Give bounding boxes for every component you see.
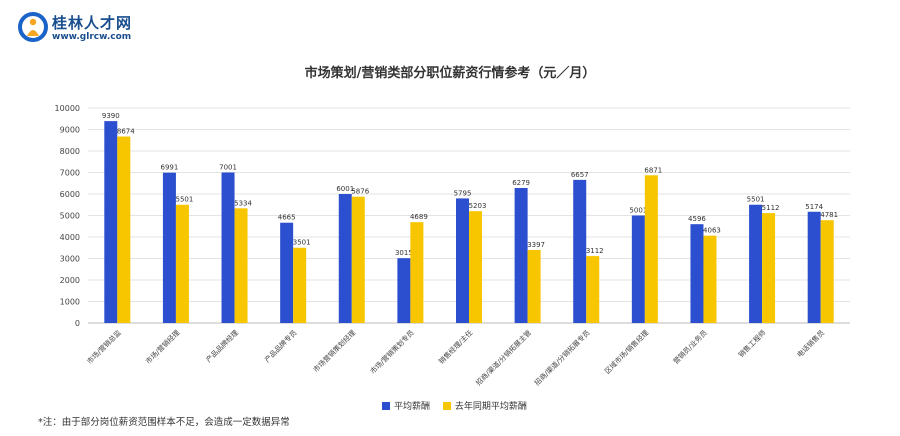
bar-current <box>280 222 294 323</box>
y-tick-label: 1000 <box>60 298 80 307</box>
x-tick-label: 招商/渠道/分销拓展主管 <box>474 328 533 387</box>
chart-title: 市场策划/营销类部分职位薪资行情参考（元／月） <box>304 66 596 81</box>
x-tick-label: 营销员/业务员 <box>671 328 709 366</box>
data-label: 5334 <box>234 199 252 207</box>
y-tick-label: 4000 <box>60 233 80 242</box>
data-label: 6991 <box>161 164 179 172</box>
bar-current <box>573 179 587 323</box>
brand-mark-icon <box>18 12 48 42</box>
brand-logo: 桂林人才网 www.glrcw.com <box>18 10 158 48</box>
data-label: 4781 <box>820 211 838 219</box>
legend-swatch-last-year <box>442 401 451 410</box>
data-label: 5203 <box>469 202 487 210</box>
bar-last-year <box>820 220 834 323</box>
bar-current <box>338 193 352 323</box>
brand-url: www.glrcw.com <box>52 32 132 42</box>
data-label: 4689 <box>410 213 428 221</box>
bar-current <box>631 215 645 323</box>
data-label: 3397 <box>527 241 545 249</box>
legend-label-last-year: 去年同期平均薪酬 <box>454 402 527 412</box>
y-tick-label: 0 <box>75 319 80 328</box>
x-tick-label: 产品品牌专员 <box>263 328 299 364</box>
x-tick-label: 市场营销策划经理 <box>311 328 357 374</box>
bar-last-year <box>234 208 248 323</box>
chart-legend: 平均薪酬 去年同期平均薪酬 <box>382 399 537 413</box>
bar-last-year <box>293 247 307 323</box>
bar-last-year <box>703 235 717 323</box>
x-tick-label: 销售工程师 <box>736 328 767 359</box>
bar-current <box>104 121 118 324</box>
data-label: 6657 <box>571 171 589 179</box>
bar-last-year <box>527 249 541 323</box>
bar-current <box>456 198 469 323</box>
x-tick-label: 电话销售员 <box>795 328 826 359</box>
bar-current <box>397 258 411 323</box>
bar-last-year <box>175 204 189 323</box>
data-label: 3112 <box>586 247 604 255</box>
data-label: 5795 <box>454 189 472 197</box>
data-label: 6279 <box>512 179 530 187</box>
data-label: 5001 <box>629 206 647 214</box>
data-label: 4063 <box>703 227 721 235</box>
data-label: 6001 <box>336 185 354 193</box>
bar-last-year <box>117 136 131 323</box>
bar-current <box>221 172 235 323</box>
data-label: 4596 <box>688 215 706 223</box>
legend-item-last-year: 去年同期平均薪酬 <box>442 399 527 412</box>
y-tick-label: 10000 <box>55 104 80 113</box>
brand-name: 桂林人才网 <box>52 14 133 32</box>
data-label: 5501 <box>747 196 765 204</box>
bar-last-year <box>469 211 482 323</box>
bar-current <box>690 224 704 323</box>
y-tick-label: 7000 <box>60 169 80 178</box>
x-tick-label: 市场/营销经理 <box>144 328 182 366</box>
data-label: 4665 <box>278 214 296 222</box>
bar-current <box>749 204 763 323</box>
x-tick-label: 区域市场/销售经理 <box>603 328 651 376</box>
data-label: 8674 <box>117 128 135 136</box>
bar-current <box>514 188 528 323</box>
data-label: 3015 <box>395 249 413 257</box>
y-tick-label: 2000 <box>60 276 80 285</box>
data-label: 5112 <box>762 204 780 212</box>
legend-swatch-current <box>382 401 390 410</box>
bar-last-year <box>410 222 424 323</box>
bar-last-year <box>644 175 658 323</box>
legend-item-current: 平均薪酬 <box>382 399 430 412</box>
data-label: 6871 <box>644 166 662 174</box>
legend-label-current: 平均薪酬 <box>394 402 431 412</box>
footnote: *注：由于部分岗位薪资范围样本不足，会造成一定数据异常 <box>38 417 290 428</box>
data-label: 5174 <box>805 203 823 211</box>
data-label: 7001 <box>219 163 237 171</box>
y-tick-label: 6000 <box>60 190 80 199</box>
data-label: 3501 <box>293 239 311 247</box>
data-label: 5876 <box>351 188 369 196</box>
y-tick-label: 8000 <box>60 147 80 156</box>
x-tick-label: 招商/渠道/分销拓展专员 <box>532 328 591 387</box>
data-label: 9390 <box>102 112 120 120</box>
bar-last-year <box>351 196 365 323</box>
data-label: 5501 <box>176 196 194 204</box>
bar-current <box>162 172 176 323</box>
bar-last-year <box>762 213 776 323</box>
y-tick-label: 9000 <box>60 126 80 135</box>
bar-last-year <box>586 256 600 323</box>
bar-current <box>807 211 821 323</box>
x-tick-label: 市场/营销总监 <box>85 328 123 366</box>
x-tick-label: 销售经理/主任 <box>437 328 475 366</box>
y-tick-label: 3000 <box>60 255 80 264</box>
x-tick-label: 市场/营销策划专员 <box>368 328 416 376</box>
y-tick-label: 5000 <box>60 212 80 221</box>
x-tick-label: 产品品牌经理 <box>204 328 240 364</box>
